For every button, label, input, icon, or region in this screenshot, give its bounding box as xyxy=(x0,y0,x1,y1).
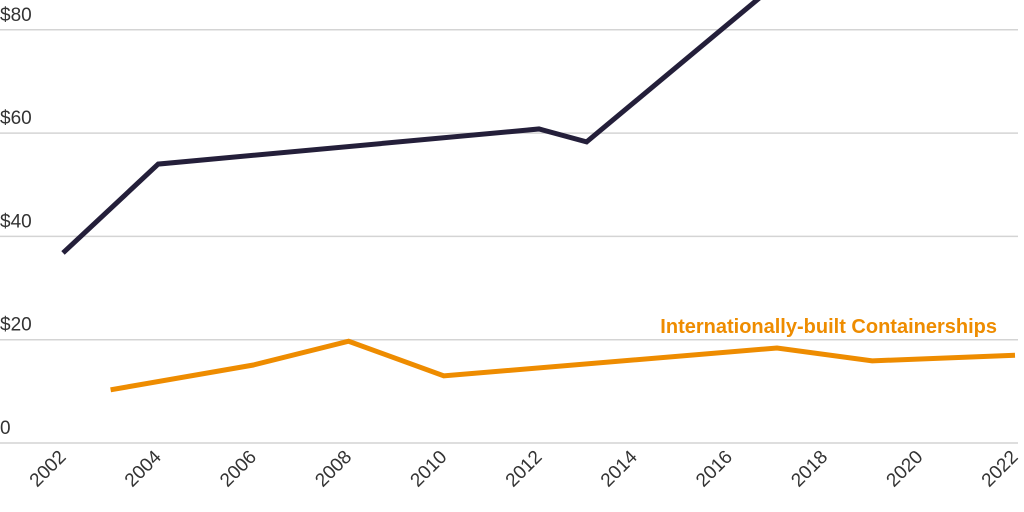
series-line-0 xyxy=(61,0,761,255)
x-tick-label: 2004 xyxy=(121,446,166,491)
x-tick-label: 2016 xyxy=(692,447,737,492)
x-tick-label: 2018 xyxy=(787,447,832,492)
y-axis-ticks: 0 $20 $40 $60 $80 xyxy=(0,5,32,439)
y-tick-label: $80 xyxy=(0,5,32,26)
series-label-internationally-built: Internationally-built Containerships xyxy=(660,316,997,338)
y-tick-label: $40 xyxy=(0,211,32,232)
x-tick-label: 2012 xyxy=(502,447,547,492)
y-tick-label: 0 xyxy=(0,418,11,439)
x-tick-label: 2020 xyxy=(883,447,928,492)
gridlines xyxy=(0,29,1018,444)
series-line-1 xyxy=(110,338,1016,393)
x-tick-label: 2008 xyxy=(311,447,356,492)
x-tick-label: 2014 xyxy=(597,446,642,491)
y-tick-label: $20 xyxy=(0,315,32,336)
x-axis-ticks: 2002 2004 2006 2008 2010 2012 2014 2016 2018 2020… xyxy=(26,446,1023,491)
x-tick-label: 2022 xyxy=(978,447,1023,492)
x-tick-label: 2010 xyxy=(407,447,452,492)
series-lines xyxy=(61,0,1016,393)
x-tick-label: 2006 xyxy=(216,447,261,492)
x-tick-label: 2002 xyxy=(26,447,71,492)
y-tick-label: $60 xyxy=(0,108,32,129)
